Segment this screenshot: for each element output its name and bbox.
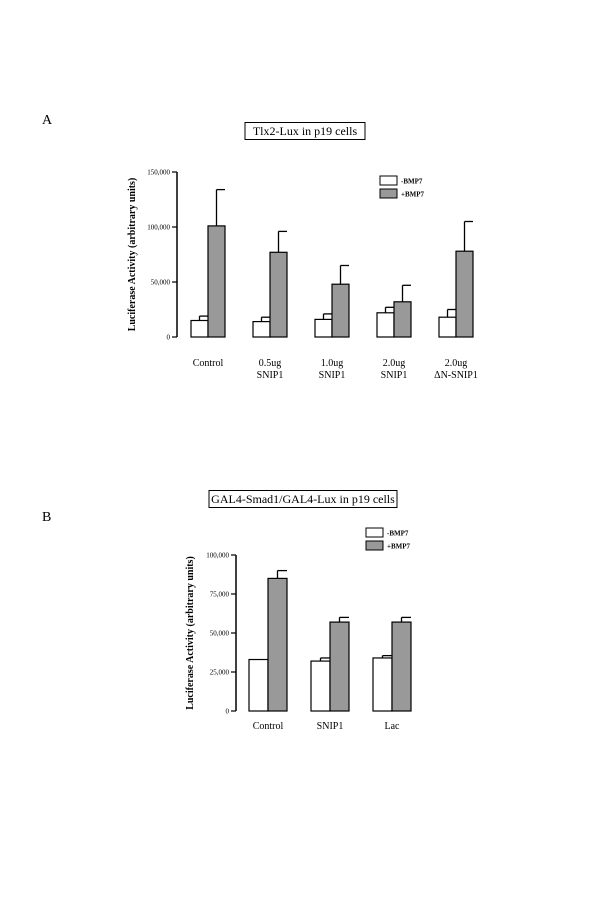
- x-tick-label-line: SNIP1: [257, 370, 284, 381]
- y-tick-label: 25,000: [210, 669, 230, 677]
- bar-plus-bmp7: [331, 283, 350, 338]
- legend-swatch: [379, 188, 398, 199]
- x-tick-label-line: 0.5ug: [259, 358, 282, 369]
- chart-title: Tlx2-Lux in p19 cells: [253, 124, 358, 138]
- y-tick-label: 0: [167, 334, 171, 342]
- x-tick-label: 1.0ug SNIP1: [319, 358, 346, 381]
- panel-letter: B: [42, 510, 51, 525]
- y-tick-label: 50,000: [151, 279, 171, 287]
- y-axis-label: Luciferase Activity (arbitrary units): [185, 556, 196, 710]
- chart-panel-a: A Tlx2-Lux in p19 cells 0 50,000 100,000 150,…: [42, 113, 478, 381]
- bar-plus-bmp7: [393, 301, 412, 338]
- bar-plus-bmp7: [455, 250, 474, 338]
- bar-minus-bmp7: [252, 321, 271, 338]
- x-tick-label-line: 1.0ug: [321, 358, 344, 369]
- panel-letter: A: [42, 113, 53, 128]
- y-tick-label: 100,000: [206, 552, 229, 560]
- legend-label: +BMP7: [401, 191, 425, 199]
- bar-minus-bmp7: [372, 657, 393, 712]
- x-tick-label-line: 2.0ug: [445, 358, 468, 369]
- bar-minus-bmp7: [248, 658, 269, 712]
- x-tick-label: SNIP1: [317, 721, 344, 732]
- bar-minus-bmp7: [438, 316, 457, 338]
- x-tick-label-line: Lac: [385, 721, 401, 732]
- bar-minus-bmp7: [314, 318, 333, 338]
- chart-title: GAL4-Smad1/GAL4-Lux in p19 cells: [211, 492, 395, 506]
- x-tick-label: 0.5ug SNIP1: [257, 358, 284, 381]
- legend-label: -BMP7: [401, 178, 423, 186]
- bar-plus-bmp7: [269, 251, 288, 338]
- chart-title-box: [244, 122, 366, 140]
- x-tick-label: 2.0ug ΔN-SNIP1: [434, 358, 478, 381]
- y-tick-label: 0: [226, 708, 230, 716]
- x-tick-label-line: SNIP1: [319, 370, 346, 381]
- bar-plus-bmp7: [391, 621, 412, 712]
- y-tick-label: 100,000: [147, 224, 170, 232]
- x-tick-label-line: SNIP1: [317, 721, 344, 732]
- x-tick-label-line: Control: [253, 721, 284, 732]
- bar-minus-bmp7: [376, 312, 395, 338]
- legend-label: -BMP7: [387, 530, 409, 538]
- x-tick-label-line: ΔN-SNIP1: [434, 370, 478, 381]
- bar-minus-bmp7: [310, 660, 331, 712]
- x-tick-label-line: SNIP1: [381, 370, 408, 381]
- bar-minus-bmp7: [190, 319, 209, 338]
- x-tick-label: Lac: [385, 721, 401, 732]
- x-tick-label-line: Control: [193, 358, 224, 369]
- chart-panel-b: B GAL4-Smad1/GAL4-Lux in p19 cells 0 25,000…: [42, 490, 412, 732]
- y-axis-label: Luciferase Activity (arbitrary units): [127, 178, 138, 332]
- x-tick-label: Control: [193, 358, 224, 369]
- x-tick-label: Control: [253, 721, 284, 732]
- y-tick-label: 75,000: [210, 591, 230, 599]
- legend-swatch: [365, 527, 384, 538]
- x-tick-label: 2.0ug SNIP1: [381, 358, 408, 381]
- y-tick-label: 50,000: [210, 630, 230, 638]
- x-tick-label-line: 2.0ug: [383, 358, 406, 369]
- legend-label: +BMP7: [387, 543, 411, 551]
- bar-plus-bmp7: [267, 577, 288, 712]
- y-tick-label: 150,000: [147, 169, 170, 177]
- bar-plus-bmp7: [207, 225, 226, 338]
- chart-title-box: [208, 490, 398, 508]
- bar-plus-bmp7: [329, 621, 350, 712]
- legend-swatch: [365, 540, 384, 551]
- legend-swatch: [379, 175, 398, 186]
